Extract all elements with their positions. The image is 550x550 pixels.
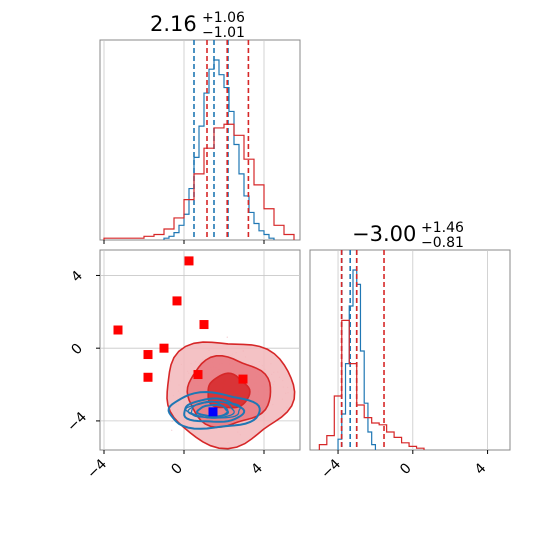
ticklabel-joint-x-0: −4 [84,456,110,482]
title-param-2: −3.00 [352,222,416,246]
histograms-param-1 [103,40,295,240]
marker-red-6 [143,372,153,382]
marginal-panel-param-1: 2.16 +1.06 −1.01 [99,10,301,244]
sample-point [171,429,173,431]
histogram-series-right-1 [318,319,425,450]
blue-contour-0 [167,390,261,430]
sample-point [171,420,173,422]
ticklabel-joint-y-0: −4 [64,409,90,435]
ticklabel-joint-x-1: 0 [168,460,186,478]
title-upper-param-2: +1.46 [421,220,464,236]
title-upper-param-1: +1.06 [202,10,245,26]
ticklabel-right-2: 4 [472,460,490,478]
marker-red-3 [113,325,123,335]
marker-red-5 [143,350,153,360]
histogram-series-1 [103,123,295,240]
ticklabel-joint-y-2: 4 [68,268,86,286]
axes-frame-joint [99,249,301,451]
title-lower-param-1: −1.01 [202,25,245,41]
sample-point [226,336,228,338]
title-lower-param-2: −0.81 [421,235,464,251]
ticklabel-joint-y-1: 0 [68,341,86,359]
ticklabel-right-0: −4 [318,456,344,482]
histograms-param-2 [318,250,425,450]
ticks-top [103,240,265,244]
marker-blue [208,407,218,417]
blue-contour-inner-2 [185,401,242,419]
title-median-param-2: −3.00 [352,222,416,246]
joint-panel: −4 0 4 −4 0 4 [64,249,301,482]
marker-red-1 [172,296,182,306]
joint-contours [113,256,296,450]
marker-red-2 [199,320,209,330]
marker-red-4 [159,343,169,353]
blue-contour-inner-0 [190,400,229,419]
axes-frame-right [309,249,511,451]
title-median-param-1: 2.16 [150,12,197,36]
axes-frame-top [99,39,301,241]
histogram-series-0 [163,59,275,240]
grid-right [337,250,488,450]
marker-red-8 [238,374,248,384]
ticklabel-right-1: 0 [397,460,415,478]
ticklabel-joint-x-2: 4 [248,460,266,478]
ticks-right: −4 0 4 [318,450,490,482]
title-param-1: 2.16 [150,12,197,36]
marginal-panel-param-2: −4 0 4 −3.00 +1.46 −0.81 [309,220,511,482]
marker-red-7 [193,370,203,380]
blue-contour-1 [183,397,246,423]
marker-red-0 [184,256,194,266]
